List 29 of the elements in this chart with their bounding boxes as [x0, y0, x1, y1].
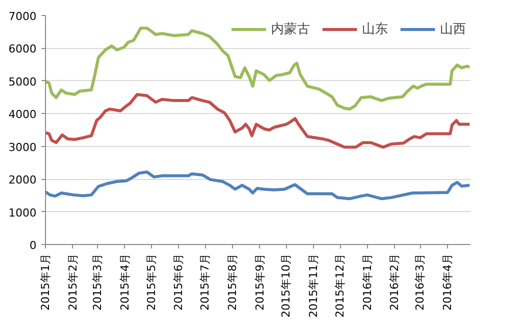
x-tick-label: 2015年1月: [39, 253, 52, 310]
x-tick-label: 2015年5月: [144, 253, 158, 310]
x-tick-label: 2015年3月: [91, 253, 104, 310]
x-tick-label: 2015年11月: [307, 253, 320, 318]
x-tick-label: 2016年1月: [360, 253, 374, 310]
line-series: [46, 170, 470, 200]
x-tick-label: 2015年10月: [280, 253, 293, 318]
y-tick-label: 6000: [8, 42, 37, 56]
y-tick-label: 7000: [8, 10, 37, 23]
y-tick-label: 5000: [8, 75, 37, 88]
x-tick-label: 2015年4月: [118, 253, 132, 310]
x-tick-label: 2015年9月: [253, 253, 266, 310]
x-tick-label: 2015年8月: [226, 253, 239, 310]
x-tick-label: 2015年2月: [66, 253, 80, 310]
y-tick-label: 2000: [8, 174, 37, 187]
x-tick-label: 2016年4月: [441, 253, 454, 310]
y-tick-label: 0: [30, 239, 36, 252]
x-tick-label: 2015年12月: [334, 253, 346, 318]
legend-label: 山西: [440, 21, 466, 38]
line-series: [46, 93, 470, 149]
y-tick-label: 3000: [8, 140, 37, 154]
y-tick-label: 4000: [8, 108, 37, 122]
x-tick-label: 2016年3月: [414, 253, 427, 310]
legend-label: 内蒙古: [271, 21, 310, 38]
x-tick-label: 2015年7月: [198, 253, 212, 310]
x-tick-label: 2015年6月: [172, 253, 186, 310]
x-tick-label: 2016年2月: [388, 253, 402, 310]
y-tick-label: 1000: [8, 206, 37, 220]
legend-label: 山东: [362, 21, 388, 38]
